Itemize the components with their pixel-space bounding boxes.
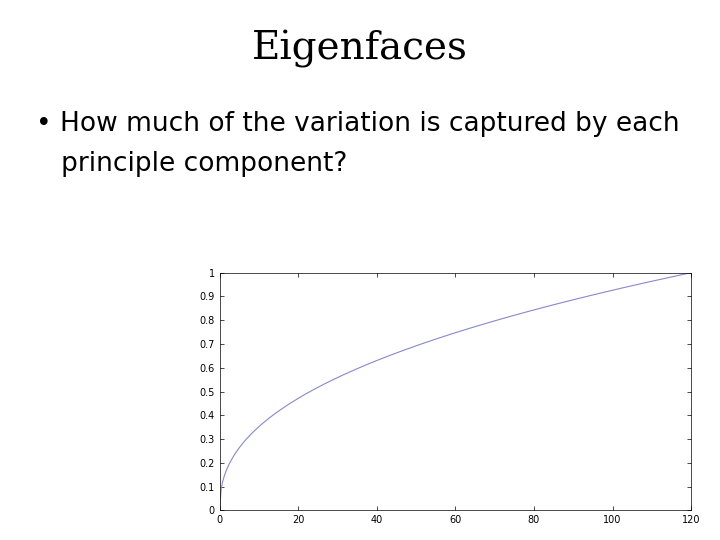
Text: • How much of the variation is captured by each: • How much of the variation is captured … bbox=[36, 111, 680, 137]
Text: principle component?: principle component? bbox=[36, 151, 347, 177]
Text: Eigenfaces: Eigenfaces bbox=[252, 30, 468, 68]
